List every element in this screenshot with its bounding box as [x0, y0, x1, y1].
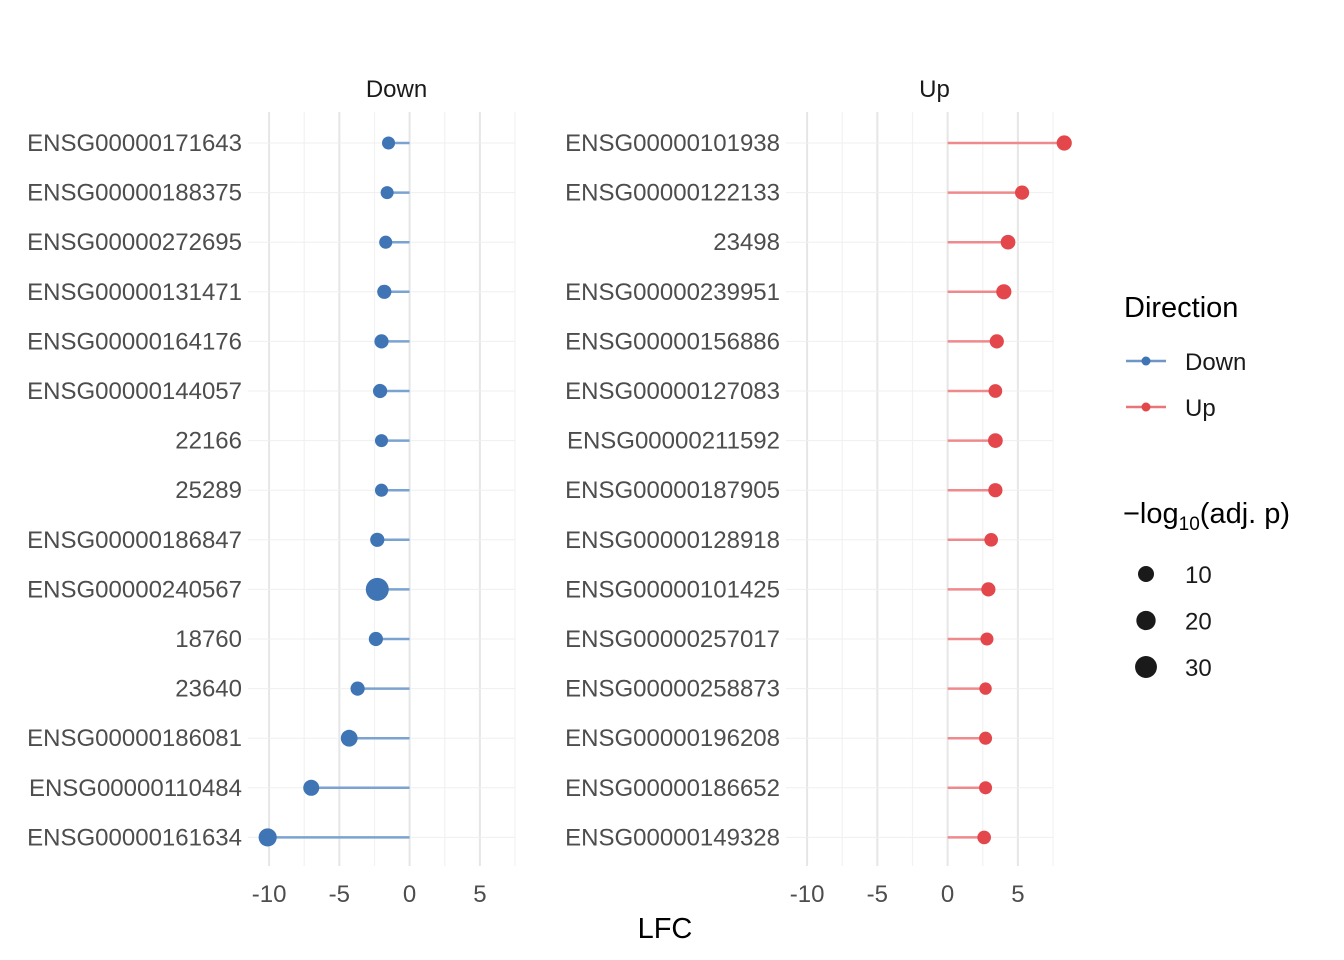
lollipop-point — [996, 284, 1012, 300]
category-label: ENSG00000186847 — [27, 527, 242, 554]
lollipop-point — [979, 731, 993, 745]
lollipop-point — [340, 729, 358, 747]
category-label: ENSG00000156886 — [565, 328, 780, 355]
lollipop-point — [988, 384, 1003, 398]
category-label: ENSG00000188375 — [27, 180, 242, 207]
lollipop-point — [988, 483, 1003, 498]
lollipop-point — [977, 830, 991, 845]
category-label: ENSG00000272695 — [27, 229, 242, 256]
category-label: ENSG00000161634 — [27, 824, 242, 851]
lollipop-point — [258, 828, 277, 847]
legend-key-point-down — [1141, 356, 1151, 366]
lollipop-point — [1000, 234, 1016, 250]
category-label: ENSG00000101938 — [565, 130, 780, 157]
category-label: 22166 — [175, 428, 242, 455]
lollipop-point — [374, 434, 389, 448]
x-tick-label: 5 — [1011, 881, 1024, 908]
legend-title-size-suffix: (adj. p) — [1200, 498, 1290, 530]
category-label: ENSG00000239951 — [565, 279, 780, 306]
category-label: ENSG00000187905 — [565, 477, 780, 504]
category-label: ENSG00000211592 — [567, 428, 780, 455]
strip-label-up: Up — [919, 76, 950, 103]
panel-down: Down -10 -5 0 5 ENSG00000171643 ENSG0000018837… — [27, 76, 516, 908]
lollipop-point — [381, 136, 396, 150]
lollipop-point — [350, 681, 365, 696]
legend-size-key — [1137, 565, 1155, 583]
panel-up: Up -10 -5 0 5 ENSG00000101938 ENSG00000122133 2… — [565, 76, 1072, 908]
lollipop-point — [989, 334, 1004, 349]
legend-title-size-prefix: −log — [1123, 498, 1179, 530]
lollipop-point — [365, 577, 389, 601]
category-label: ENSG00000171643 — [27, 130, 242, 157]
category-label: ENSG00000131471 — [27, 279, 242, 306]
category-label: ENSG00000164176 — [27, 328, 242, 355]
strip-label-down: Down — [366, 76, 427, 103]
category-label: ENSG00000196208 — [565, 725, 780, 752]
legend-size-label: 30 — [1185, 655, 1212, 682]
x-tick-label: 0 — [941, 881, 954, 908]
lollipop-point — [372, 383, 388, 399]
category-label: ENSG00000257017 — [565, 626, 780, 653]
lollipop-point — [374, 483, 389, 497]
category-label: ENSG00000240567 — [27, 576, 242, 603]
category-label: 23640 — [175, 676, 242, 703]
lollipop-point — [979, 781, 993, 795]
category-label: ENSG00000127083 — [565, 378, 780, 405]
category-label: ENSG00000186652 — [565, 775, 780, 802]
category-label: ENSG00000101425 — [565, 576, 780, 603]
legend-title-size: −log10(adj. p) — [1123, 498, 1290, 535]
x-tick-label: -10 — [790, 881, 825, 908]
category-label: 18760 — [175, 626, 242, 653]
lollipop-point — [368, 631, 383, 647]
lollipop-point — [380, 186, 394, 200]
legend-size-label: 20 — [1185, 609, 1212, 636]
lollipop-point — [980, 632, 994, 646]
legend-key-point-up — [1141, 402, 1151, 412]
legend-title-size-subscript: 10 — [1179, 514, 1200, 535]
x-tick-label: -10 — [252, 881, 287, 908]
lollipop-point — [981, 582, 996, 597]
lollipop-point — [377, 284, 392, 299]
x-axis-title: LFC — [638, 913, 693, 945]
category-label: ENSG00000128918 — [565, 527, 780, 554]
legend-size-key — [1135, 656, 1157, 678]
x-tick-label: -5 — [867, 881, 888, 908]
category-label: ENSG00000122133 — [565, 180, 780, 207]
legend-label-down: Down — [1185, 349, 1246, 376]
legend-size-label: 10 — [1185, 562, 1212, 589]
category-label: ENSG00000149328 — [565, 824, 780, 851]
category-label: 23498 — [713, 229, 780, 256]
lollipop-point — [988, 433, 1003, 448]
legend-title-direction: Direction — [1124, 292, 1238, 324]
category-label: ENSG00000258873 — [565, 676, 780, 703]
legend-label-up: Up — [1185, 395, 1216, 422]
lollipop-point — [374, 334, 389, 349]
lollipop-point — [1014, 185, 1030, 200]
category-label: ENSG00000110484 — [29, 775, 242, 802]
legend-size-key — [1136, 610, 1156, 631]
category-label: 25289 — [175, 477, 242, 504]
lollipop-point — [1056, 135, 1072, 151]
x-tick-label: 0 — [403, 881, 416, 908]
x-tick-label: 5 — [473, 881, 486, 908]
lollipop-point — [379, 235, 393, 249]
lollipop-point — [979, 682, 992, 695]
x-tick-label: -5 — [329, 881, 350, 908]
lollipop-point — [303, 779, 320, 796]
lollipop-point — [370, 532, 385, 547]
category-label: ENSG00000144057 — [27, 378, 242, 405]
lollipop-point — [984, 532, 999, 547]
category-label: ENSG00000186081 — [27, 725, 242, 752]
